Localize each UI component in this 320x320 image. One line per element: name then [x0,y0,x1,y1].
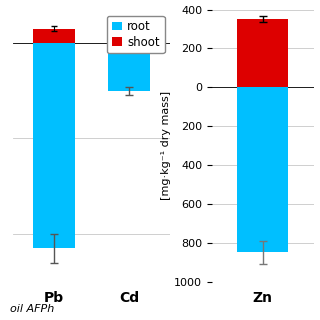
Text: oil AFPh: oil AFPh [10,304,54,314]
Y-axis label: [mg·kg⁻¹ dry mass]: [mg·kg⁻¹ dry mass] [161,91,172,200]
Bar [108,36,150,43]
Legend: root, shoot: root, shoot [107,15,164,53]
Bar [237,87,288,252]
Bar [237,19,288,87]
Bar [34,29,75,43]
Bar [34,43,75,248]
Bar [108,43,150,91]
